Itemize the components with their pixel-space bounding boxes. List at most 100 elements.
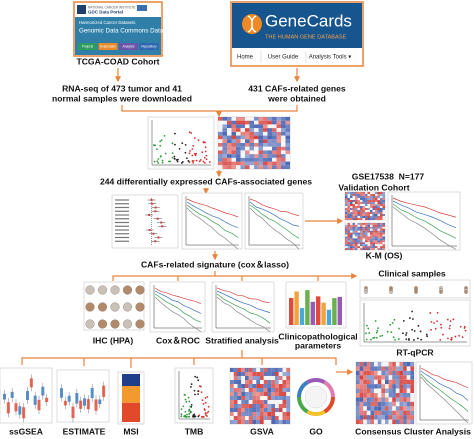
thumb-dot (206, 412, 208, 414)
heat-cell (352, 206, 355, 208)
heat-cell (374, 375, 378, 380)
heat-cell (363, 366, 367, 371)
heat-cell (352, 236, 355, 239)
heat-cell (357, 234, 360, 237)
heat-cell (359, 393, 364, 398)
heat-cell (263, 384, 268, 388)
heat-cell (360, 218, 363, 220)
heat-cell (281, 128, 286, 132)
heat-cell (233, 384, 238, 388)
heat-cell (388, 419, 393, 424)
heat-cell (377, 401, 382, 407)
thumb-dot (203, 409, 206, 411)
stack-part (122, 402, 140, 422)
heat-cell (258, 165, 263, 169)
ihc-tile (110, 319, 120, 329)
heat-cell (276, 157, 281, 162)
heat-cell (403, 410, 407, 416)
heat-cell (377, 246, 380, 249)
heat-cell (263, 380, 268, 384)
heat-cell (381, 401, 385, 407)
heat-cell (362, 194, 365, 196)
heat-cell (367, 204, 370, 206)
heat-cell (231, 157, 236, 162)
thumb-dot (392, 336, 395, 339)
heat-cell (281, 146, 286, 151)
heat-cell (374, 362, 378, 367)
heat-cell (403, 370, 407, 376)
heat-cell (252, 412, 257, 416)
heat-cell (347, 224, 350, 227)
heat-cell (377, 238, 380, 241)
heat-cell (350, 196, 353, 198)
thumb-dot (405, 334, 407, 336)
thumb-dot (159, 144, 162, 147)
heat-cell (227, 157, 232, 162)
heat-cell (233, 400, 238, 404)
heat-cell (375, 208, 378, 210)
thumb-dot (390, 331, 393, 334)
heat-cell (345, 223, 348, 225)
heat-cell (286, 404, 290, 408)
heat-cell (236, 157, 241, 162)
heat-cell (241, 384, 245, 388)
thumb-dot (191, 154, 194, 157)
heat-cell (278, 368, 283, 372)
heat-cell (382, 223, 385, 225)
heat-cell (248, 372, 253, 376)
thumb-curve (186, 198, 239, 218)
heat-cell (372, 236, 375, 239)
immune-label: MSI (123, 426, 138, 436)
heat-cell (375, 210, 378, 212)
thumb-dot (200, 416, 203, 418)
heat-cell (370, 362, 375, 367)
heat-cell (237, 392, 242, 396)
ihc-tile (389, 290, 393, 294)
heat-cell (355, 240, 358, 243)
heat-cell (406, 384, 411, 389)
thumb-bar (316, 296, 321, 325)
heat-cell (377, 366, 382, 371)
thumb-dot (184, 151, 187, 154)
heat-cell (370, 216, 373, 218)
heat-cell (395, 401, 400, 407)
heat-cell (363, 393, 367, 398)
heat-cell (263, 128, 268, 132)
heat-cell (227, 128, 232, 132)
heat-cell (365, 228, 368, 231)
heat-cell (388, 393, 393, 398)
heat-cell (370, 238, 373, 241)
heat-cell (276, 165, 281, 169)
heat-cell (365, 218, 368, 220)
heat-cell (380, 232, 383, 235)
heat-cell (403, 379, 407, 385)
genes-line: 431 CAFs-related genes (248, 83, 346, 93)
heat-cell (363, 379, 367, 385)
thumb-dot (429, 312, 432, 314)
heat-cell (372, 204, 375, 206)
heat-cell (260, 380, 264, 384)
thumb-dot (417, 324, 420, 327)
heat-cell (372, 240, 375, 243)
heat-cell (377, 384, 382, 389)
heat-cell (345, 208, 348, 210)
heat-cell (345, 240, 348, 243)
heat-cell (381, 410, 385, 416)
heat-cell (230, 396, 234, 400)
heat-cell (245, 143, 250, 147)
thumb-text (115, 233, 129, 235)
thumb-dot (163, 134, 166, 137)
heat-cell (375, 248, 378, 250)
thumb-axes (185, 196, 239, 246)
heat-cell (350, 202, 353, 204)
thumb-curve (154, 293, 202, 323)
heat-cell (345, 248, 348, 250)
heat-cell (233, 416, 238, 420)
heat-cell (382, 192, 385, 194)
heat-cell (347, 210, 350, 212)
heat-cell (367, 192, 370, 194)
heat-cell (360, 212, 363, 214)
heat-cell (380, 218, 383, 220)
heat-cell (271, 416, 275, 420)
heat-cell (236, 161, 241, 166)
